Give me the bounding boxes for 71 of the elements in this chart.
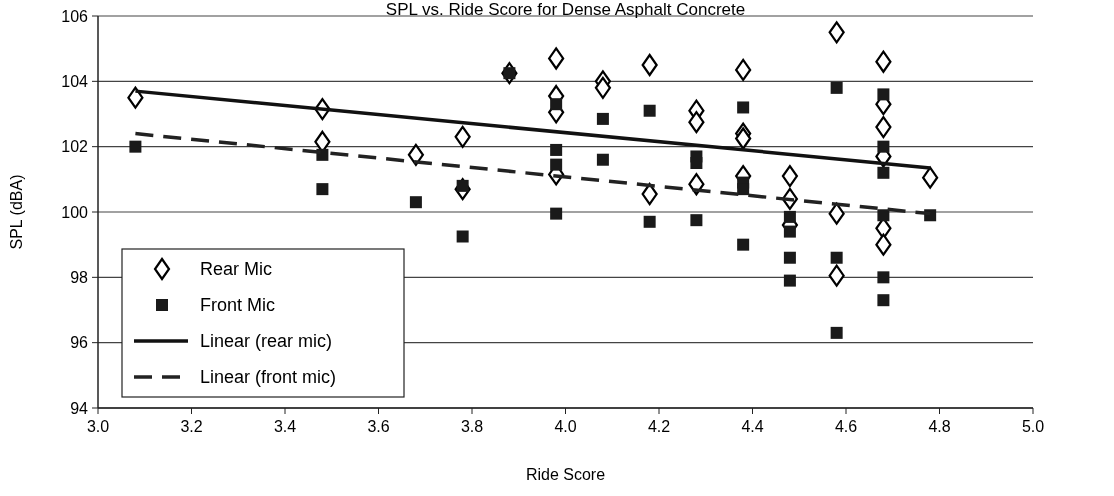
point (641, 53, 658, 77)
x-tick-label: 5.0 (1021, 418, 1045, 435)
point (737, 183, 750, 196)
point (830, 81, 843, 94)
point (454, 125, 471, 148)
point (550, 98, 563, 111)
legend-label: Linear (rear mic) (200, 331, 333, 352)
point (877, 294, 890, 307)
point (688, 111, 705, 134)
point (875, 50, 892, 73)
point (783, 251, 796, 264)
y-axis-title: SPL (dBA) (8, 174, 25, 250)
x-axis-title: Ride Score (525, 466, 606, 483)
legend-label: Linear (front mic) (200, 367, 337, 388)
y-tick-label: 98 (70, 268, 89, 286)
x-tick-label: 3.2 (180, 418, 203, 435)
point (830, 251, 843, 264)
x-tick-label: 3.0 (86, 418, 110, 435)
x-tick-label: 4.0 (554, 418, 577, 435)
point (877, 88, 890, 101)
point (643, 215, 656, 228)
point (875, 115, 892, 139)
point (690, 157, 703, 169)
legend-label: Rear Mic (200, 259, 273, 280)
point (316, 183, 329, 196)
point (783, 274, 796, 287)
point (643, 104, 656, 117)
y-tick-label: 100 (61, 203, 89, 221)
point (830, 326, 843, 339)
point (783, 225, 796, 238)
y-tick-label: 104 (61, 72, 89, 90)
point (877, 140, 890, 153)
point (922, 166, 939, 189)
point (875, 233, 892, 256)
chart-title: SPL vs. Ride Score for Dense Asphalt Concrete (385, 0, 746, 19)
y-tick-label: 102 (61, 138, 89, 156)
point (129, 140, 142, 153)
y-tick-label: 96 (70, 334, 89, 352)
point (596, 153, 609, 166)
point (550, 207, 563, 220)
point (550, 143, 563, 156)
point (690, 214, 703, 227)
point (596, 112, 609, 125)
x-tick-label: 4.8 (928, 418, 951, 435)
y-tick-label: 94 (70, 399, 89, 417)
x-tick-label: 3.8 (460, 418, 484, 435)
point (550, 158, 563, 171)
point (548, 47, 565, 70)
point (877, 271, 890, 284)
point (828, 264, 845, 287)
point (735, 58, 752, 81)
point (735, 127, 752, 150)
point (783, 210, 796, 223)
y-tick-label: 106 (61, 7, 89, 25)
point (877, 209, 890, 222)
legend-label: Front Mic (200, 295, 276, 316)
point (877, 166, 890, 179)
point (641, 182, 658, 206)
x-tick-label: 3.4 (273, 418, 297, 435)
x-tick-label: 4.4 (741, 418, 764, 435)
point (828, 21, 845, 44)
x-tick-label: 4.2 (647, 418, 671, 435)
point (127, 86, 144, 109)
x-tick-label: 3.6 (367, 418, 390, 435)
point (456, 230, 469, 243)
point (737, 238, 750, 251)
point (594, 76, 611, 99)
x-tick-label: 4.6 (834, 418, 858, 435)
point (737, 101, 750, 114)
point (409, 196, 422, 209)
point (781, 164, 798, 188)
